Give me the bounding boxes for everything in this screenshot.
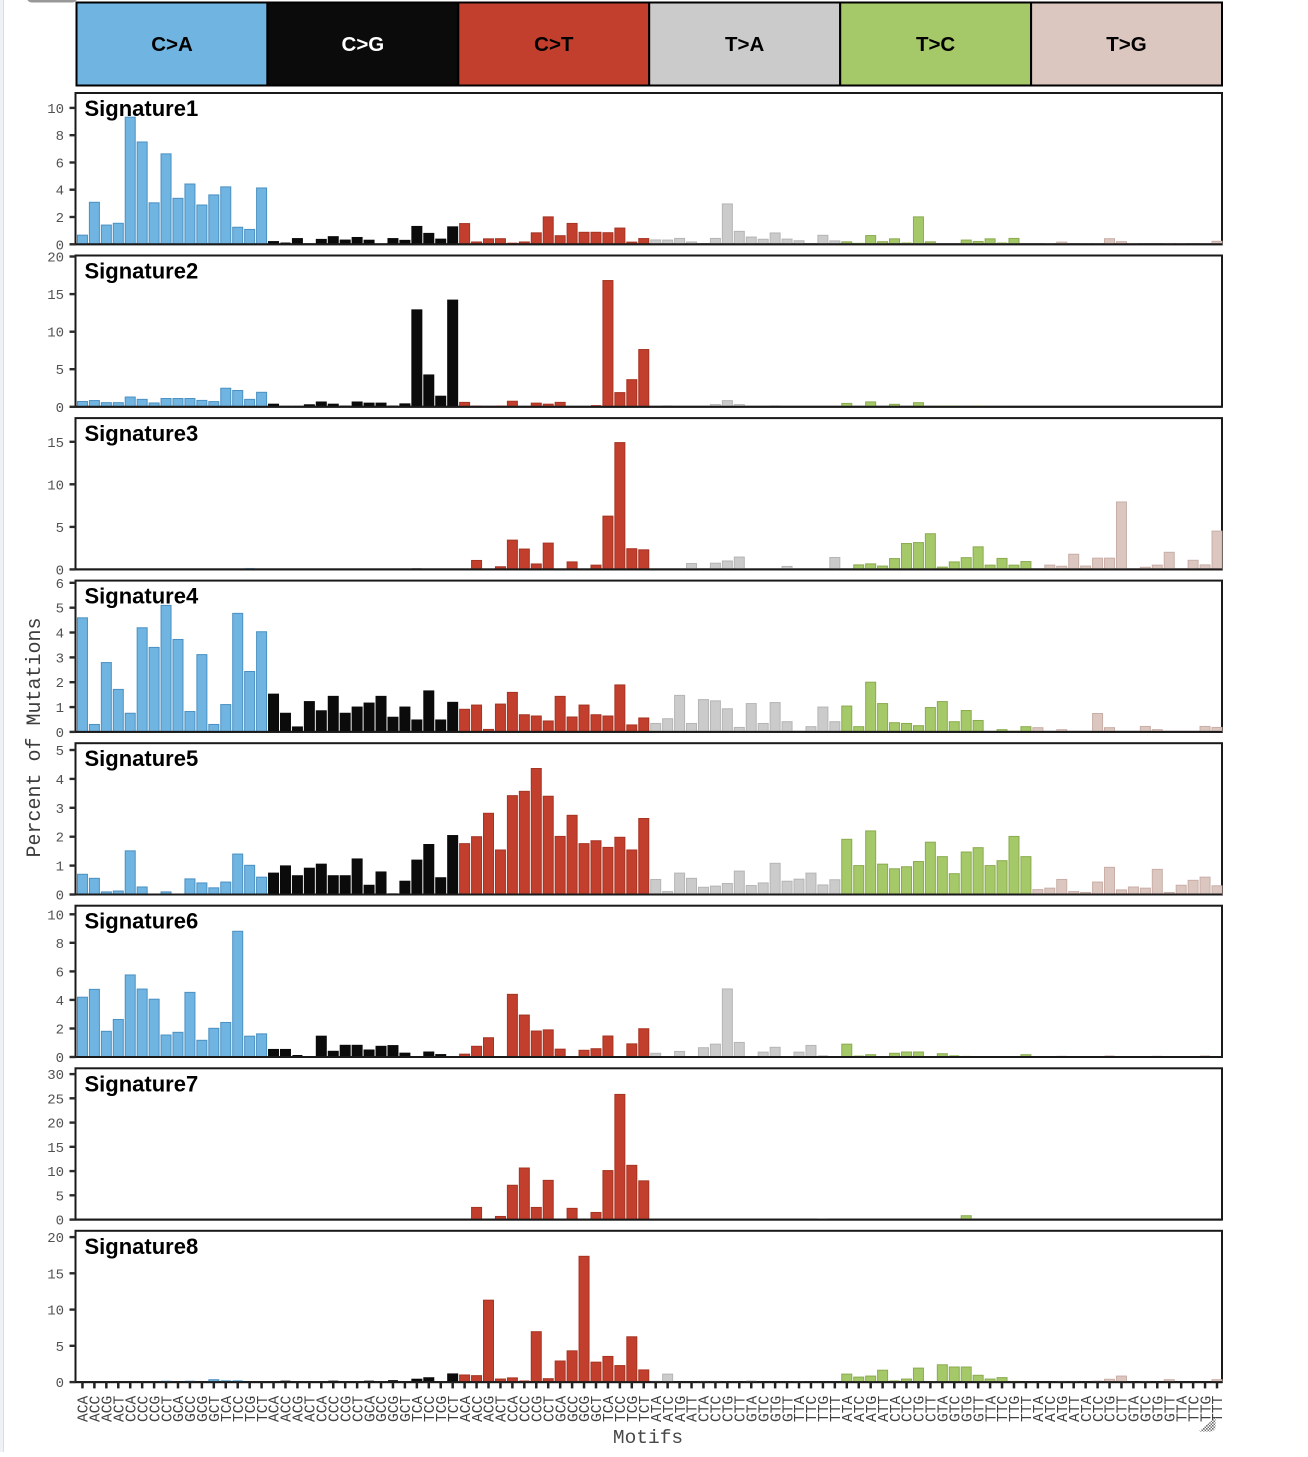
svg-text:Signature5: Signature5 <box>85 746 199 771</box>
svg-text:2: 2 <box>56 1023 64 1039</box>
svg-text:0: 0 <box>56 1051 64 1067</box>
svg-text:Signature4: Signature4 <box>85 584 199 609</box>
svg-text:20: 20 <box>47 1231 64 1247</box>
svg-text:15: 15 <box>47 1141 64 1157</box>
svg-text:10: 10 <box>47 478 64 494</box>
svg-text:C>G: C>G <box>342 33 385 56</box>
svg-text:5: 5 <box>56 521 64 537</box>
svg-text:10: 10 <box>47 908 64 924</box>
svg-text:30: 30 <box>47 1068 64 1084</box>
svg-text:C>T: C>T <box>534 33 574 56</box>
svg-text:5: 5 <box>56 744 64 760</box>
svg-text:10: 10 <box>47 102 64 118</box>
svg-text:T>A: T>A <box>725 33 764 56</box>
svg-text:15: 15 <box>47 1267 64 1283</box>
svg-text:3: 3 <box>56 651 64 667</box>
svg-text:0: 0 <box>56 889 64 905</box>
svg-text:10: 10 <box>47 1165 64 1181</box>
svg-text:6: 6 <box>56 157 64 173</box>
svg-text:20: 20 <box>47 1117 64 1133</box>
svg-text:4: 4 <box>56 994 64 1010</box>
svg-text:5: 5 <box>56 363 64 379</box>
svg-text:6: 6 <box>56 577 64 593</box>
svg-text:T>G: T>G <box>1106 33 1146 56</box>
svg-text:20: 20 <box>47 251 64 267</box>
svg-text:3: 3 <box>56 802 64 818</box>
svg-text:4: 4 <box>56 627 64 643</box>
svg-text:4: 4 <box>56 773 64 789</box>
svg-text:Percent of Mutations: Percent of Mutations <box>24 617 47 857</box>
svg-text:T>C: T>C <box>916 33 955 56</box>
svg-text:Signature3: Signature3 <box>85 421 199 446</box>
svg-text:0: 0 <box>56 1376 64 1392</box>
svg-text:0: 0 <box>56 726 64 742</box>
svg-text:15: 15 <box>47 436 64 452</box>
svg-text:1: 1 <box>56 701 64 717</box>
svg-text:5: 5 <box>56 1340 64 1356</box>
svg-text:4: 4 <box>56 184 64 200</box>
svg-text:10: 10 <box>47 1304 64 1320</box>
svg-text:5: 5 <box>56 602 64 618</box>
svg-text:10: 10 <box>47 326 64 342</box>
svg-text:2: 2 <box>56 831 64 847</box>
svg-text:Signature1: Signature1 <box>85 96 199 121</box>
svg-text:0: 0 <box>56 401 64 417</box>
svg-text:25: 25 <box>47 1092 64 1108</box>
svg-text:8: 8 <box>56 937 64 953</box>
svg-text:Motifs: Motifs <box>613 1427 683 1449</box>
svg-text:Signature7: Signature7 <box>85 1071 199 1096</box>
svg-text:2: 2 <box>56 211 64 227</box>
svg-text:15: 15 <box>47 288 64 304</box>
svg-text:C>A: C>A <box>151 33 193 56</box>
svg-text:Signature2: Signature2 <box>85 259 199 284</box>
svg-text:8: 8 <box>56 129 64 145</box>
svg-text:2: 2 <box>56 676 64 692</box>
svg-text:TTT: TTT <box>1211 1395 1227 1422</box>
svg-text:6: 6 <box>56 965 64 981</box>
svg-text:1: 1 <box>56 860 64 876</box>
svg-text:Signature6: Signature6 <box>85 909 199 934</box>
svg-text:0: 0 <box>56 1214 64 1230</box>
svg-text:Signature8: Signature8 <box>85 1234 199 1259</box>
svg-text:5: 5 <box>56 1189 64 1205</box>
